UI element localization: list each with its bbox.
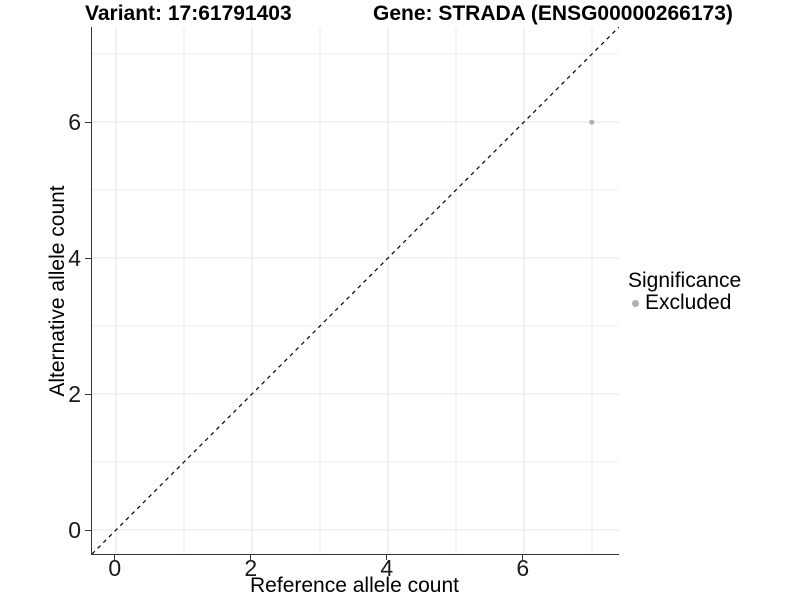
legend-title: Significance [628, 269, 742, 292]
x-axis-title: Reference allele count [250, 574, 459, 597]
y-tick-label: 2 [68, 381, 81, 408]
x-tick-label: 6 [516, 555, 530, 581]
x-tick-mark [114, 554, 116, 560]
y-tick-mark [85, 529, 91, 531]
y-tick-mark [85, 393, 91, 395]
identity-dashed-line [92, 27, 619, 554]
x-tick-label: 4 [380, 555, 394, 581]
x-tick-mark [250, 554, 252, 560]
y-tick-label: 0 [68, 517, 81, 544]
y-tick-label: 4 [68, 245, 81, 272]
x-tick-mark [522, 554, 524, 560]
data-point [589, 119, 595, 125]
y-axis-title: Alternative allele count [46, 185, 69, 397]
x-tick-label: 0 [108, 555, 122, 581]
legend: Significance Excluded [628, 270, 741, 314]
x-tick-mark [386, 554, 388, 560]
plot-title-gene: Gene: STRADA (ENSG00000266173) [373, 2, 733, 25]
y-tick-mark [85, 257, 91, 259]
y-tick-label: 6 [68, 109, 81, 136]
plot-area [92, 27, 619, 554]
plot-title-variant: Variant: 17:61791403 [85, 2, 292, 25]
x-tick-label: 2 [244, 555, 258, 581]
plot-panel [91, 27, 619, 555]
legend-point-icon [632, 299, 639, 307]
legend-entry: Excluded [628, 292, 741, 314]
y-tick-mark [85, 121, 91, 123]
legend-entry-label: Excluded [645, 291, 732, 314]
